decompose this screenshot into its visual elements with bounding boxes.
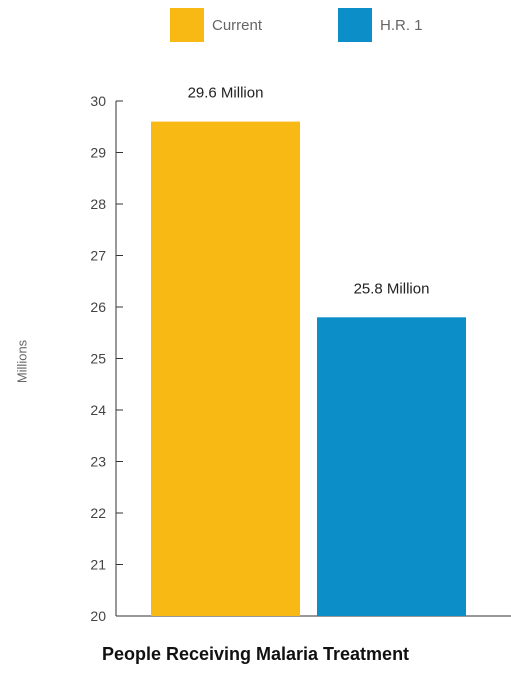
bar-hr1 bbox=[317, 317, 466, 616]
y-tick-label-21: 21 bbox=[90, 557, 106, 573]
y-tick-label-29: 29 bbox=[90, 145, 106, 161]
legend-swatch-current bbox=[170, 8, 204, 42]
data-label-current: 29.6 Million bbox=[188, 85, 264, 102]
legend-label-current: Current bbox=[212, 16, 263, 34]
legend-label-hr1: H.R. 1 bbox=[380, 16, 423, 34]
legend: Current H.R. 1 bbox=[0, 8, 511, 42]
legend-item-hr1: H.R. 1 bbox=[338, 8, 423, 42]
bar-chart: 20 21 22 23 24 25 26 27 28 29 30 29.6 Million 25.8 M… bbox=[90, 85, 511, 624]
data-label-hr1: 25.8 Million bbox=[354, 280, 430, 297]
y-tick-label-24: 24 bbox=[90, 402, 106, 418]
y-tick-label-27: 27 bbox=[90, 248, 106, 264]
y-tick-label-23: 23 bbox=[90, 454, 106, 470]
y-tick-label-25: 25 bbox=[90, 351, 106, 367]
bar-current bbox=[151, 121, 300, 616]
y-tick-label-28: 28 bbox=[90, 196, 106, 212]
y-tick-label-20: 20 bbox=[90, 608, 106, 624]
y-tick-label-30: 30 bbox=[90, 93, 106, 109]
y-tick-label-22: 22 bbox=[90, 505, 106, 521]
chart-title: People Receiving Malaria Treatment bbox=[101, 644, 410, 664]
y-tick-label-26: 26 bbox=[90, 299, 106, 315]
legend-item-current: Current bbox=[170, 8, 262, 42]
legend-swatch-hr1 bbox=[338, 8, 372, 42]
